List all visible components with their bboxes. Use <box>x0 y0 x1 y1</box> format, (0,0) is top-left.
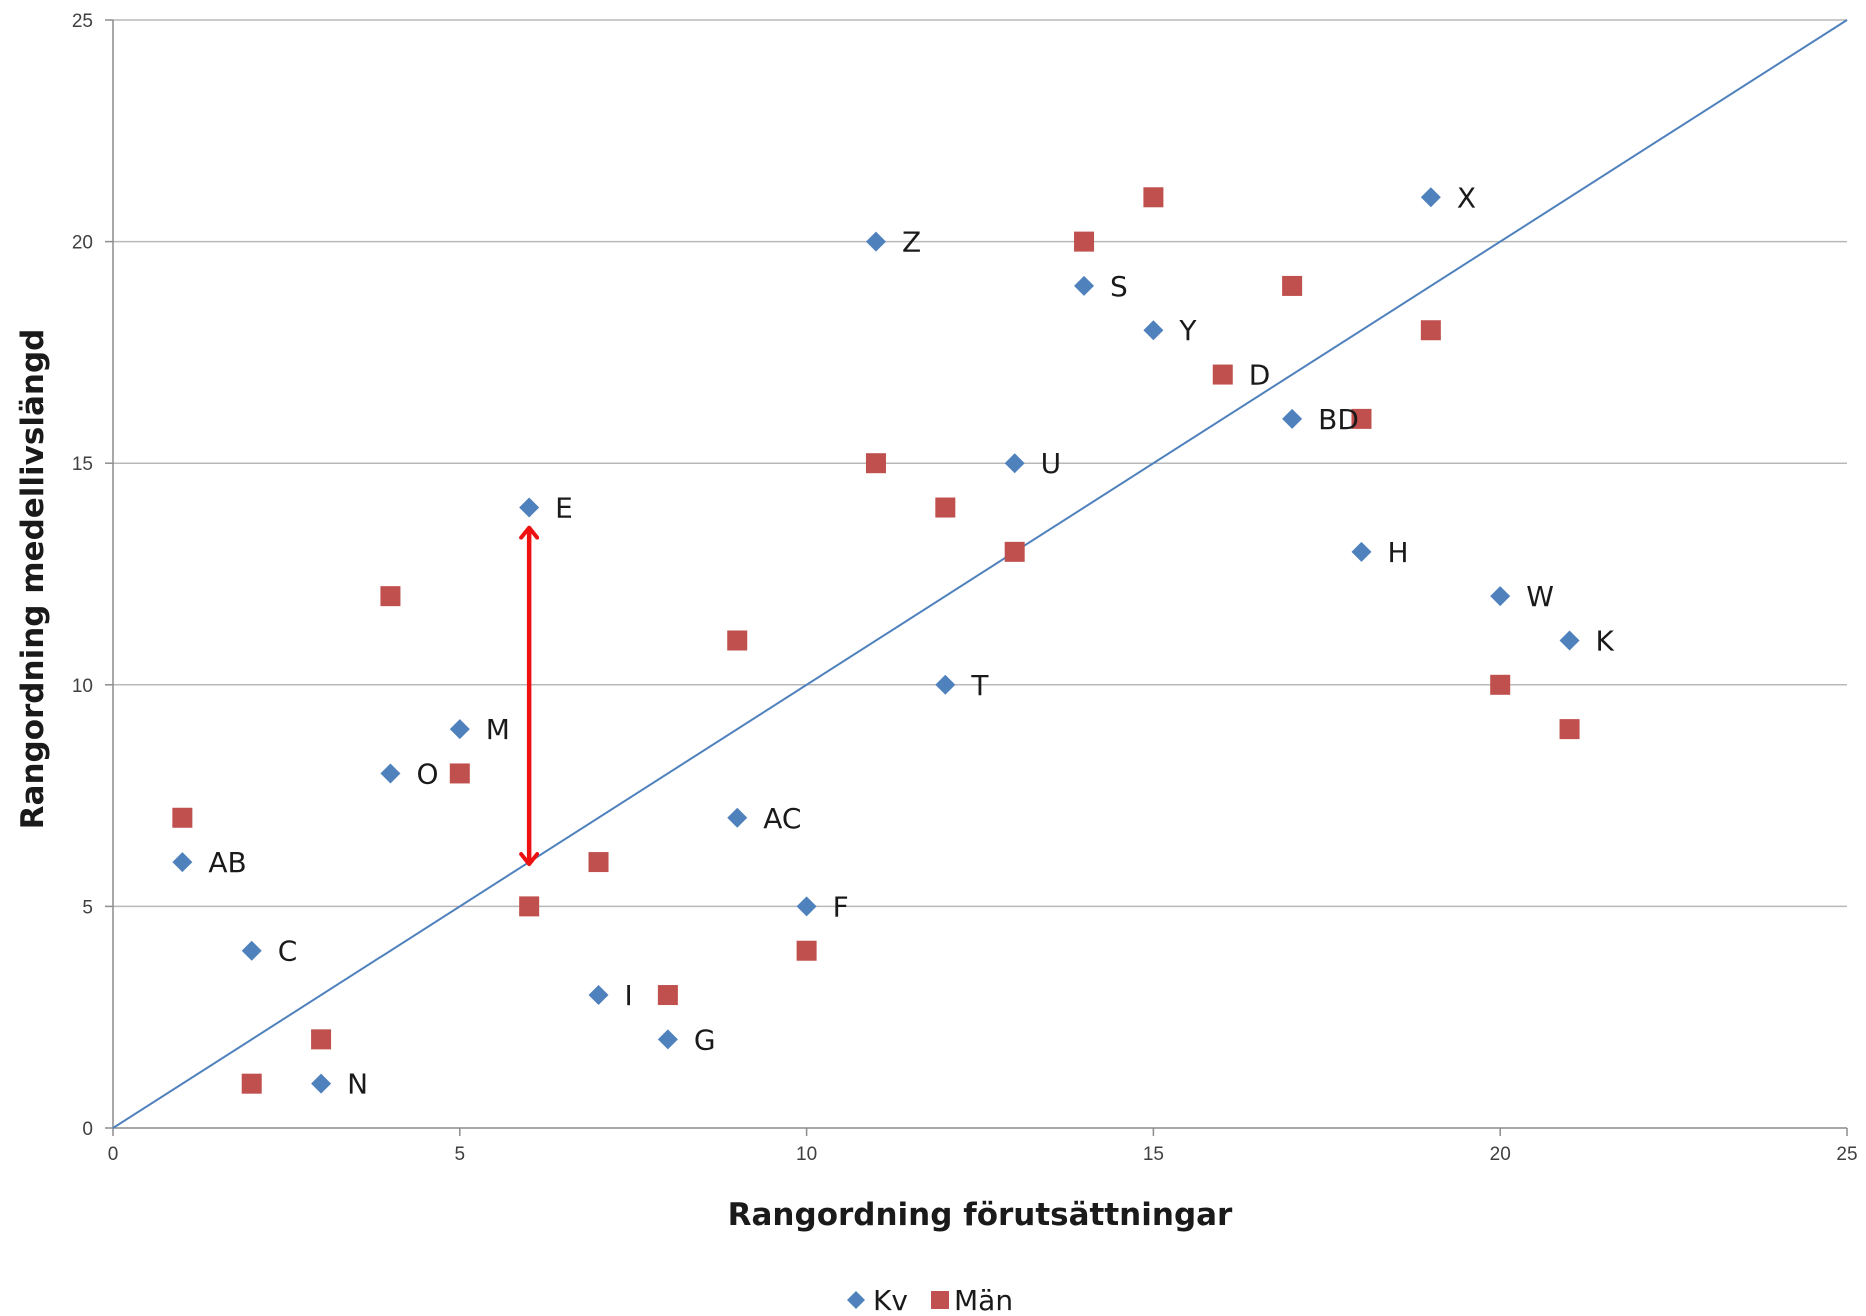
point-man-5 <box>519 896 540 917</box>
point-label-M: M <box>486 713 510 746</box>
point-man-18 <box>1420 320 1441 341</box>
point-label-H: H <box>1387 536 1408 569</box>
gridlines <box>113 19 1847 908</box>
point-label-AB: AB <box>208 846 246 879</box>
y-tick-label-0: 0 <box>82 1119 93 1140</box>
point-label-W: W <box>1526 580 1554 613</box>
point-label-K: K <box>1596 624 1615 657</box>
axes: 0 5 10 15 20 25 0 5 10 15 20 25 <box>72 11 1858 1165</box>
point-kv-17 <box>1420 187 1441 208</box>
y-axis-title: Rangordning medellivslängd <box>15 329 51 830</box>
point-man-1 <box>241 1073 262 1094</box>
x-tick-label-0: 0 <box>108 1144 119 1165</box>
point-man-10 <box>865 453 886 474</box>
point-kv-3 <box>380 763 401 784</box>
point-man-19 <box>1490 674 1511 695</box>
x-axis-title: Rangordning förutsättningar <box>728 1197 1233 1233</box>
point-man-20 <box>1559 719 1580 740</box>
point-kv-6 <box>588 985 609 1006</box>
point-label-BD: BD <box>1318 403 1359 436</box>
point-label-U: U <box>1041 447 1062 480</box>
point-label-S: S <box>1110 270 1128 303</box>
point-man-6 <box>588 852 609 873</box>
point-man-12 <box>1004 541 1025 562</box>
point-kv-5 <box>519 497 540 518</box>
reference-line <box>112 19 1848 1129</box>
point-label-AC: AC <box>763 802 801 835</box>
point-kv-2 <box>311 1073 332 1094</box>
reference-line-layer <box>112 19 1848 1129</box>
point-kv-14 <box>1143 320 1164 341</box>
legend-kv-marker <box>847 1291 865 1309</box>
point-label-C: C <box>278 935 298 968</box>
data-points <box>172 187 1580 1094</box>
legend-kv-label: Kv <box>873 1284 908 1316</box>
x-tick-label-15: 15 <box>1143 1144 1164 1165</box>
point-kv-18 <box>1490 586 1511 607</box>
point-kv-8 <box>727 807 748 828</box>
point-kv-0 <box>172 852 193 873</box>
point-man-0 <box>172 807 193 828</box>
point-man-14 <box>1143 187 1164 208</box>
x-tick-label-20: 20 <box>1490 1144 1511 1165</box>
point-kv-16 <box>1351 541 1372 562</box>
point-kv-9 <box>796 896 817 917</box>
point-kv-15 <box>1282 408 1303 429</box>
point-label-I: I <box>625 979 633 1012</box>
y-tick-label-25: 25 <box>72 11 93 32</box>
point-man-17 <box>1351 408 1372 429</box>
x-tick-label-10: 10 <box>796 1144 817 1165</box>
point-man-16 <box>1282 275 1303 296</box>
point-label-N: N <box>347 1068 368 1101</box>
point-kv-1 <box>241 940 262 961</box>
x-tick-label-5: 5 <box>455 1144 466 1165</box>
point-man-9 <box>796 940 817 961</box>
point-label-F: F <box>833 890 849 923</box>
point-label-X: X <box>1457 181 1476 214</box>
point-man-8 <box>727 630 748 651</box>
point-man-2 <box>311 1029 332 1050</box>
point-labels: AB C N O M E I G AC F Z T U S Y BD H X W K D <box>208 181 1614 1100</box>
point-kv-12 <box>1004 453 1025 474</box>
point-man-13 <box>1074 231 1095 252</box>
point-kv-7 <box>657 1029 678 1050</box>
legend-man-marker <box>931 1291 949 1309</box>
y-tick-label-10: 10 <box>72 676 93 697</box>
point-kv-19 <box>1559 630 1580 651</box>
legend-man-label: Män <box>954 1284 1013 1316</box>
point-man-4 <box>449 763 470 784</box>
point-label-O: O <box>416 757 438 790</box>
point-kv-13 <box>1074 275 1095 296</box>
point-kv-4 <box>449 719 470 740</box>
point-man-7 <box>657 985 678 1006</box>
point-label-E: E <box>555 492 573 525</box>
y-tick-label-15: 15 <box>72 454 93 475</box>
point-kv-11 <box>935 674 956 695</box>
point-kv-10 <box>865 231 886 252</box>
x-tick-label-25: 25 <box>1836 1144 1857 1165</box>
point-man-11 <box>935 497 956 518</box>
legend: Kv Män <box>847 1284 1013 1316</box>
point-man-15 <box>1212 364 1233 385</box>
y-tick-label-5: 5 <box>82 897 93 918</box>
y-tick-label-20: 20 <box>72 233 93 254</box>
point-label-G: G <box>694 1023 716 1056</box>
point-label-Y: Y <box>1178 314 1197 347</box>
point-label-D: D <box>1249 359 1271 392</box>
point-label-T: T <box>970 669 989 702</box>
point-label-Z: Z <box>902 226 921 259</box>
point-man-3 <box>380 586 401 607</box>
